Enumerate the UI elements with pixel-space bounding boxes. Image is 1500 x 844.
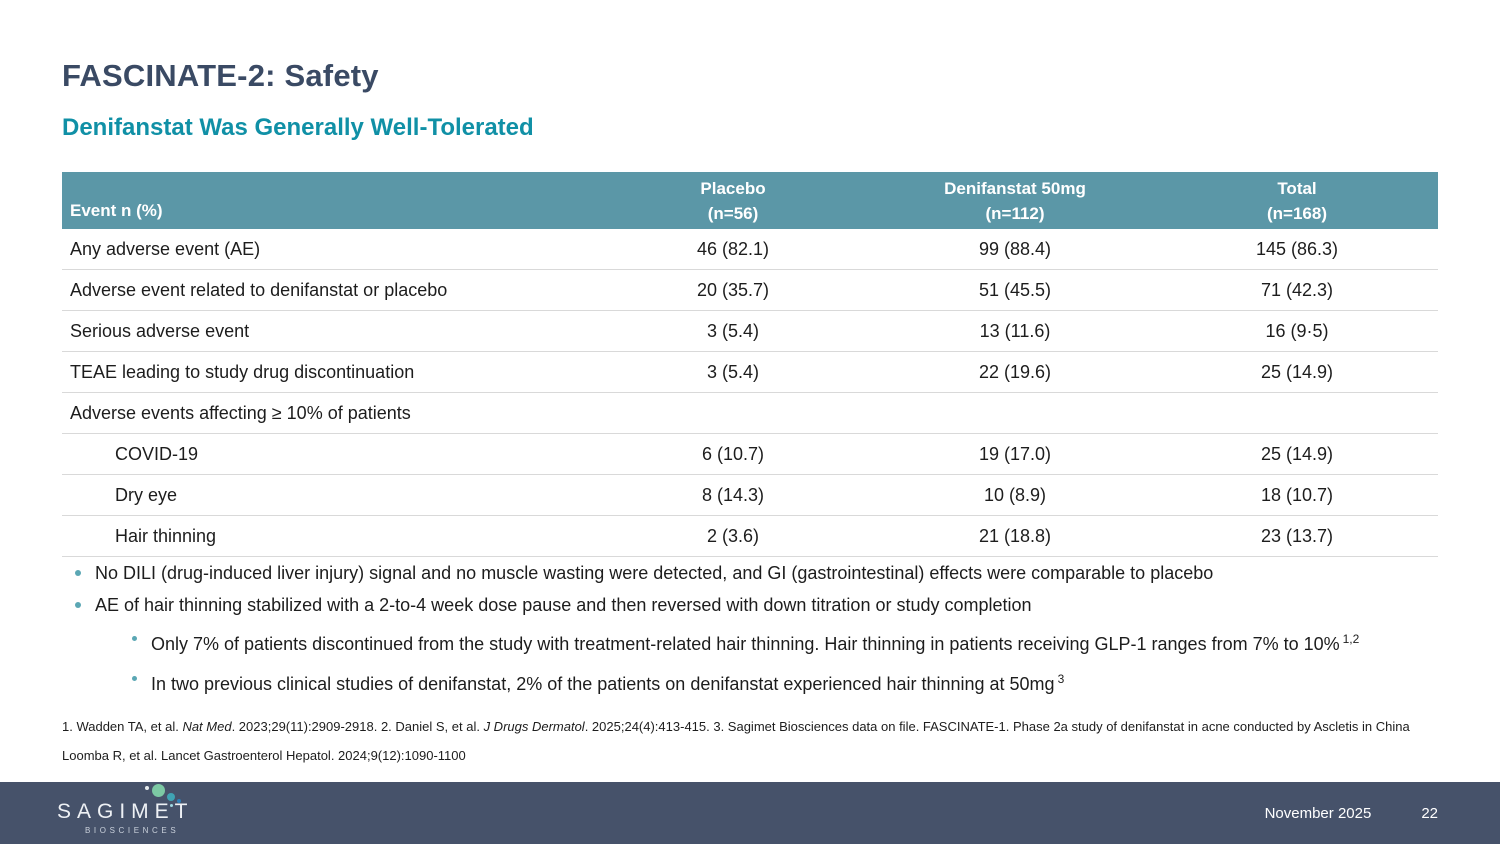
bullet-icon xyxy=(75,602,81,608)
column-n: (n=56) xyxy=(707,203,759,223)
row-value-denifanstat: 21 (18.8) xyxy=(978,525,1052,546)
bullet-icon xyxy=(132,676,137,681)
list-item: In two previous clinical studies of deni… xyxy=(62,665,1462,698)
row-value-placebo: 3 (5.4) xyxy=(706,361,760,382)
bullet-text: AE of hair thinning stabilized with a 2-… xyxy=(95,595,1032,615)
safety-table: Event n (%) Placebo (n=56) Denifanstat 5… xyxy=(62,172,1438,557)
logo-wordmark: SAGIMET xyxy=(57,799,194,823)
table-row: Dry eye 8 (14.3) 10 (8.9) 18 (10.7) xyxy=(62,475,1438,516)
table-row: Serious adverse event 3 (5.4) 13 (11.6) … xyxy=(62,311,1438,352)
row-value-denifanstat: 99 (88.4) xyxy=(978,238,1052,259)
table-header-total: Total (n=168) xyxy=(1156,172,1438,229)
row-value-total: 25 (14.9) xyxy=(1260,361,1334,382)
row-value-total: 16 (9·5) xyxy=(1265,320,1329,341)
column-title: Total xyxy=(1277,178,1317,198)
logo-dots-icon xyxy=(145,783,185,810)
bullet-text: No DILI (drug-induced liver injury) sign… xyxy=(95,563,1214,583)
footer-date: November 2025 xyxy=(1264,804,1372,822)
column-title: Placebo xyxy=(700,178,766,198)
citation-superscript: 1,2 xyxy=(1342,632,1360,646)
row-value-placebo: 2 (3.6) xyxy=(706,525,760,546)
row-label: Any adverse event (AE) xyxy=(70,238,261,259)
list-item: No DILI (drug-induced liver injury) sign… xyxy=(62,561,1462,585)
row-value-total xyxy=(1156,393,1438,433)
table-row: COVID-19 6 (10.7) 19 (17.0) 25 (14.9) xyxy=(62,434,1438,475)
table-section-row: Adverse events affecting ≥ 10% of patien… xyxy=(62,393,1438,434)
row-value-denifanstat: 22 (19.6) xyxy=(978,361,1052,382)
table-header-placebo: Placebo (n=56) xyxy=(592,172,874,229)
bullet-text: Only 7% of patients discontinued from th… xyxy=(151,625,1359,658)
table-header-event: Event n (%) xyxy=(70,201,163,220)
row-label: COVID-19 xyxy=(115,443,199,464)
row-value-total: 71 (42.3) xyxy=(1260,279,1334,300)
row-value-denifanstat: 10 (8.9) xyxy=(983,484,1047,505)
page-number: 22 xyxy=(1421,804,1438,822)
row-value-denifanstat xyxy=(874,393,1156,433)
row-value-placebo: 8 (14.3) xyxy=(701,484,765,505)
bullet-icon xyxy=(132,636,137,641)
footer-right: November 2025 22 xyxy=(1265,805,1438,822)
list-item: Only 7% of patients discontinued from th… xyxy=(62,625,1462,658)
table-header-denifanstat: Denifanstat 50mg (n=112) xyxy=(874,172,1156,229)
row-label: Hair thinning xyxy=(115,525,217,546)
citation-superscript: 3 xyxy=(1057,672,1065,686)
row-label: Adverse event related to denifanstat or … xyxy=(70,279,448,300)
bullet-text-body: In two previous clinical studies of deni… xyxy=(151,674,1055,694)
summary-bullets: No DILI (drug-induced liver injury) sign… xyxy=(62,561,1462,705)
sagimet-logo: SAGIMET BIOSCIENCES xyxy=(57,783,194,835)
row-label: Dry eye xyxy=(115,484,178,505)
table-header-row: Event n (%) Placebo (n=56) Denifanstat 5… xyxy=(62,172,1438,229)
footnote-references: 1. Wadden TA, et al. Nat Med. 2023;29(11… xyxy=(62,719,1410,734)
table-row: TEAE leading to study drug discontinuati… xyxy=(62,352,1438,393)
row-value-denifanstat: 13 (11.6) xyxy=(979,320,1051,341)
section-label: Adverse events affecting ≥ 10% of patien… xyxy=(70,402,411,423)
row-value-placebo: 6 (10.7) xyxy=(701,443,765,464)
row-label: Serious adverse event xyxy=(70,320,250,341)
row-value-total: 23 (13.7) xyxy=(1260,525,1334,546)
bullet-text: In two previous clinical studies of deni… xyxy=(151,665,1064,698)
row-value-placebo xyxy=(592,393,874,433)
row-value-total: 145 (86.3) xyxy=(1255,238,1339,259)
footnotes: 1. Wadden TA, et al. Nat Med. 2023;29(11… xyxy=(62,717,1462,766)
column-n: (n=168) xyxy=(1267,203,1327,223)
page-title: FASCINATE-2: Safety xyxy=(62,58,379,93)
table-row: Any adverse event (AE) 46 (82.1) 99 (88.… xyxy=(62,229,1438,270)
table-row: Adverse event related to denifanstat or … xyxy=(62,270,1438,311)
bullet-text-body: Only 7% of patients discontinued from th… xyxy=(151,634,1340,654)
page-subtitle: Denifanstat Was Generally Well-Tolerated xyxy=(62,114,534,141)
slide-footer: SAGIMET BIOSCIENCES November 2025 22 xyxy=(0,782,1500,844)
row-value-placebo: 20 (35.7) xyxy=(696,279,770,300)
row-value-total: 25 (14.9) xyxy=(1260,443,1334,464)
bullet-icon xyxy=(75,570,81,576)
logo-tagline: BIOSCIENCES xyxy=(85,825,180,835)
list-item: AE of hair thinning stabilized with a 2-… xyxy=(62,593,1462,617)
row-value-denifanstat: 51 (45.5) xyxy=(978,279,1052,300)
footnote-loomba: Loomba R, et al. Lancet Gastroenterol He… xyxy=(62,748,466,763)
row-value-placebo: 46 (82.1) xyxy=(696,238,770,259)
row-value-total: 18 (10.7) xyxy=(1260,484,1334,505)
row-label: TEAE leading to study drug discontinuati… xyxy=(70,361,415,382)
row-value-denifanstat: 19 (17.0) xyxy=(978,443,1052,464)
column-n: (n=112) xyxy=(985,203,1045,223)
row-value-placebo: 3 (5.4) xyxy=(706,320,760,341)
table-row: Hair thinning 2 (3.6) 21 (18.8) 23 (13.7… xyxy=(62,516,1438,557)
column-title: Denifanstat 50mg xyxy=(944,178,1086,198)
